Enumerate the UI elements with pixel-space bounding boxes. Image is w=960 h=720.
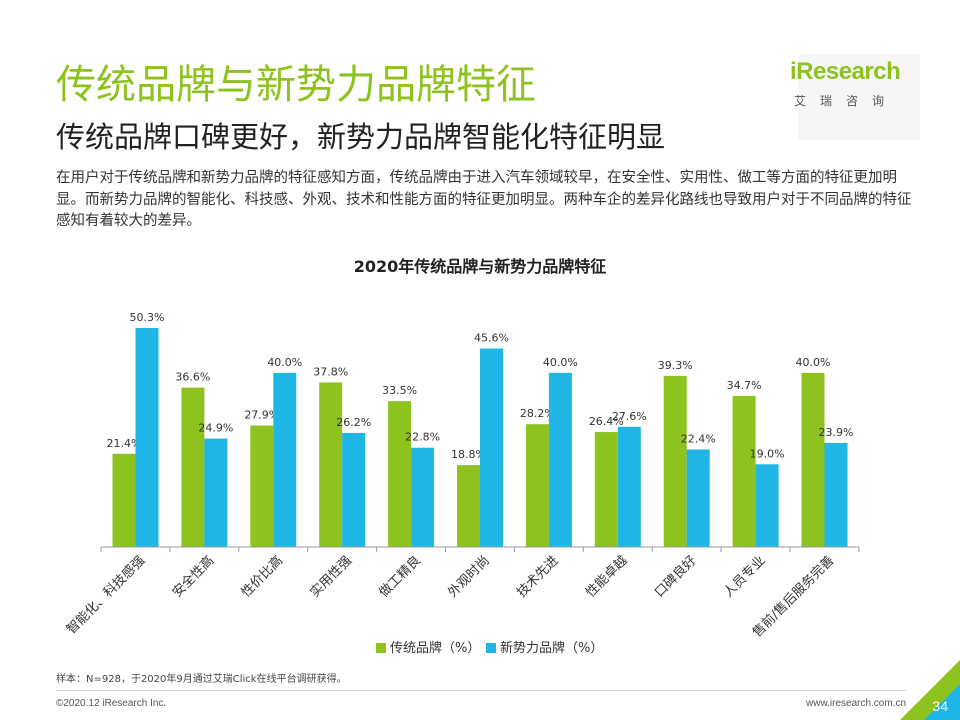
traditional-value-label: 39.3%	[658, 359, 693, 372]
new-force-bar	[342, 432, 366, 547]
traditional-value-label: 36.6%	[175, 371, 210, 384]
traditional-value-label: 37.8%	[313, 365, 348, 378]
new-force-bar	[686, 449, 710, 547]
legend-label: 新势力品牌（%）	[500, 640, 603, 656]
traditional-value-label: 40.0%	[796, 356, 831, 369]
chart-title: 2020年传统品牌与新势力品牌特征	[354, 257, 607, 276]
new-force-value-label: 19.0%	[750, 447, 785, 460]
new-force-value-label: 27.6%	[612, 410, 647, 423]
traditional-value-label: 26.4%	[589, 415, 624, 428]
traditional-bar	[112, 453, 136, 547]
traditional-bar	[732, 395, 756, 547]
page-subtitle: 传统品牌口碑更好，新势力品牌智能化特征明显	[56, 120, 666, 154]
new-force-bar	[755, 464, 779, 547]
traditional-bar	[388, 401, 412, 547]
footer-divider	[56, 690, 906, 691]
traditional-value-label: 28.2%	[520, 407, 555, 420]
new-force-value-label: 22.4%	[681, 432, 716, 445]
logo-background-icon	[798, 54, 920, 140]
legend-label: 传统品牌（%）	[390, 640, 480, 656]
copyright-text: ©2020.12 iResearch Inc.	[56, 698, 167, 709]
x-tick-label: 口碑良好	[651, 553, 699, 601]
traditional-bar	[663, 375, 687, 547]
page-title: 传统品牌与新势力品牌特征	[56, 62, 536, 108]
new-force-bar	[824, 442, 848, 547]
traditional-bar	[457, 465, 480, 547]
x-tick-label: 做工精良	[376, 553, 424, 601]
new-force-value-label: 45.6%	[474, 331, 509, 344]
new-force-value-label: 24.9%	[198, 422, 233, 435]
new-force-bar	[548, 372, 572, 547]
x-tick-label: 实用性强	[308, 553, 355, 600]
traditional-bar	[801, 372, 825, 547]
new-force-value-label: 40.0%	[543, 356, 578, 369]
x-tick-label: 技术先进	[514, 553, 561, 600]
legend-swatch	[486, 643, 496, 653]
sample-note: 样本：N=928，于2020年9月通过艾瑞Click在线平台调研获得。	[56, 674, 347, 685]
traditional-value-label: 34.7%	[727, 379, 762, 392]
iresearch-logo: iResearch 艾瑞咨询	[790, 48, 920, 140]
traditional-value-label: 21.4%	[107, 437, 142, 450]
traditional-bar	[181, 387, 205, 547]
traditional-bar	[250, 425, 274, 547]
page-number: 34	[932, 698, 948, 714]
corner-decoration-icon	[900, 660, 960, 720]
logo-cn-text: 艾瑞咨询	[794, 94, 899, 108]
traditional-value-label: 27.9%	[244, 409, 279, 422]
traditional-bar	[319, 382, 343, 547]
new-force-bar	[204, 438, 228, 547]
description-text: 在用户对于传统品牌和新势力品牌的特征感知方面，传统品牌由于进入汽车领域较早，在安…	[56, 170, 912, 229]
x-tick-label: 性价比高	[238, 553, 286, 601]
traditional-value-label: 18.8%	[451, 448, 486, 461]
website-link[interactable]: www.iresearch.com.cn	[806, 698, 907, 709]
new-force-bar	[135, 328, 159, 547]
new-force-value-label: 40.0%	[267, 356, 302, 369]
new-force-value-label: 22.8%	[405, 431, 440, 444]
new-force-bar	[480, 348, 503, 547]
traditional-value-label: 33.5%	[382, 384, 417, 397]
x-tick-label: 安全性高	[169, 553, 217, 601]
x-tick-label: 人员专业	[721, 553, 768, 600]
traditional-bar	[594, 432, 618, 547]
new-force-bar	[617, 426, 641, 547]
new-force-value-label: 26.2%	[336, 416, 371, 429]
new-force-bar	[273, 372, 297, 547]
traditional-bar	[525, 424, 549, 547]
x-tick-label: 性能卓越	[583, 553, 630, 600]
x-tick-label: 智能化、科技感强	[63, 553, 148, 638]
new-force-value-label: 23.9%	[819, 426, 854, 439]
x-tick-label: 外观时尚	[445, 553, 492, 600]
new-force-bar	[411, 447, 435, 547]
logo-brand-text: iResearch	[790, 58, 901, 85]
legend-swatch	[376, 643, 386, 653]
new-force-value-label: 50.3%	[130, 311, 165, 324]
